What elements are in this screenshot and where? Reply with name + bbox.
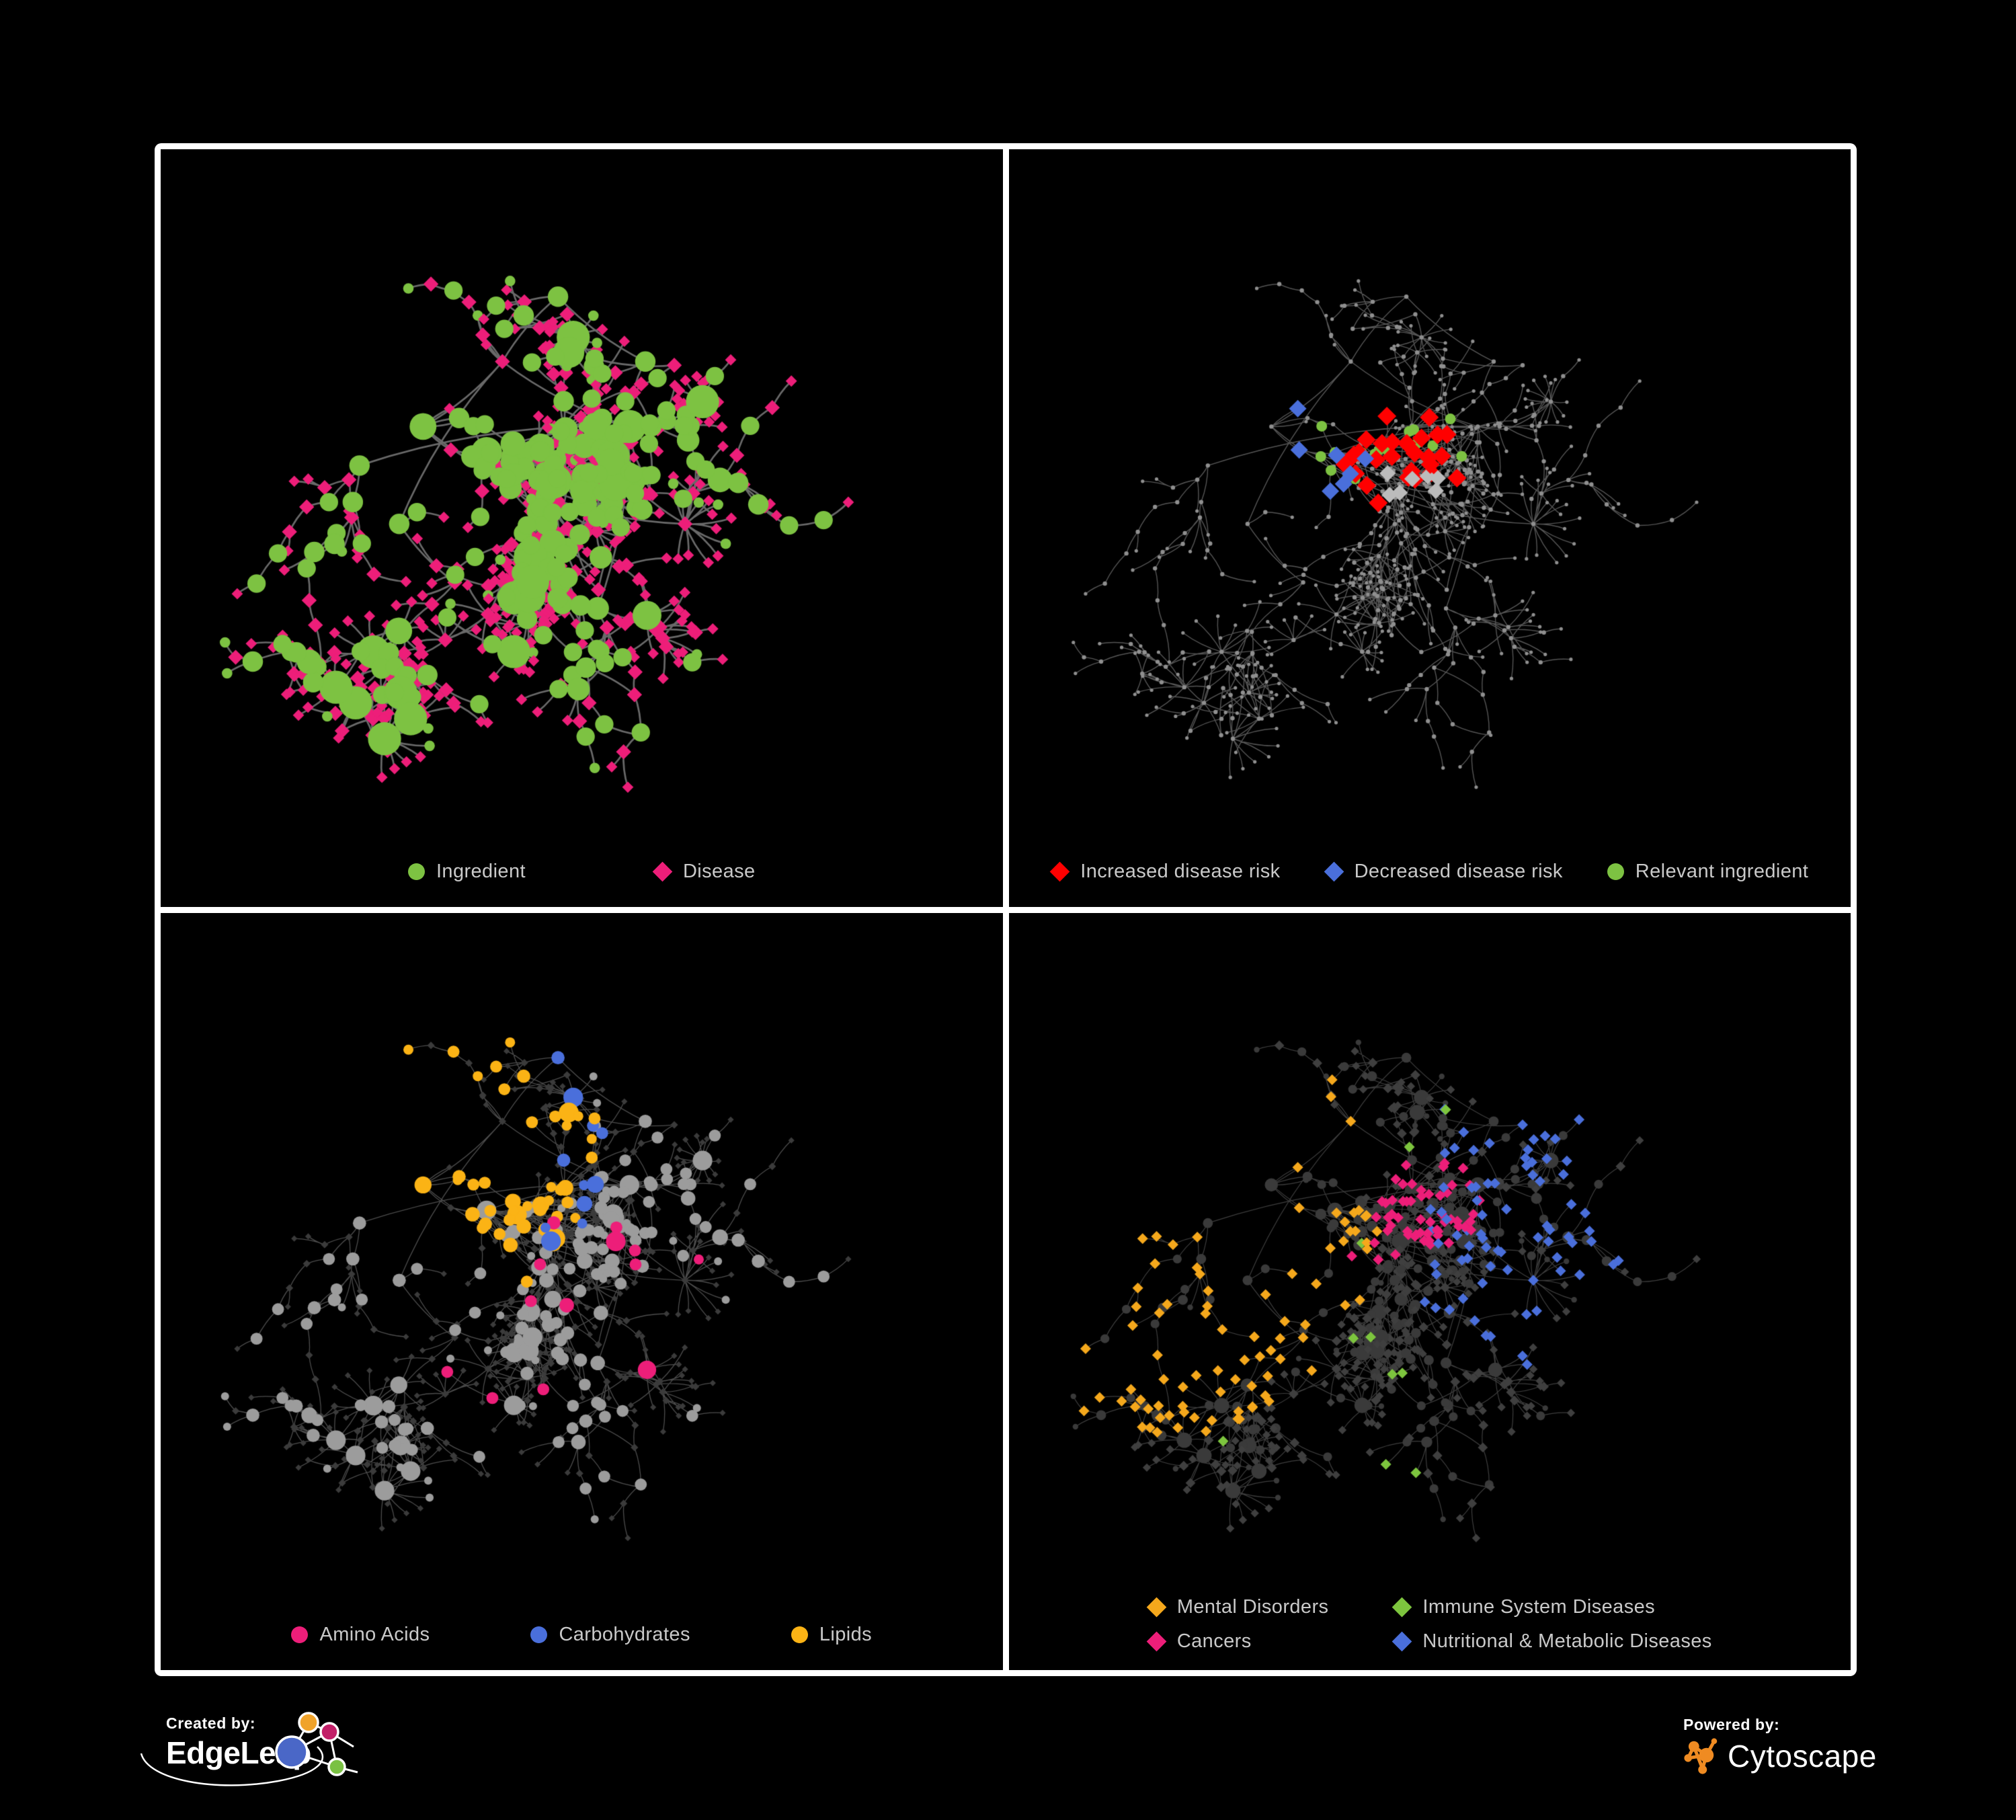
legend-label: Relevant ingredient: [1635, 860, 1809, 882]
immune-system-diseases-diamond-icon: [1392, 1597, 1412, 1618]
legend-item-increased-risk: Increased disease risk: [1049, 860, 1281, 883]
legend-item-nutritional-metabolic-diseases: Nutritional & Metabolic Diseases: [1392, 1630, 1712, 1653]
legend-disease-categories: Mental Disorders Immune System Diseases …: [1009, 1596, 1851, 1653]
carbohydrates-circle-icon: [530, 1626, 548, 1643]
cytoscape-wordmark: Cytoscape: [1728, 1739, 1877, 1774]
panel-ingredient-disease: Ingredient Disease: [161, 149, 1003, 907]
network-graph-nutrient-classes[interactable]: [161, 912, 1003, 1670]
legend-disease-risk: Increased disease risk Decreased disease…: [1009, 861, 1851, 883]
relevant-ingredient-circle-icon: [1607, 863, 1624, 880]
legend-item-amino-acids: Amino Acids: [291, 1624, 430, 1646]
legend-item-decreased-risk: Decreased disease risk: [1324, 860, 1563, 883]
panel-disease-risk: Increased disease risk Decreased disease…: [1008, 149, 1851, 907]
nutritional-metabolic-diseases-diamond-icon: [1392, 1631, 1412, 1652]
powered-by-label: Powered by:: [1683, 1716, 1780, 1733]
panel-disease-categories: Mental Disorders Immune System Diseases …: [1008, 912, 1851, 1670]
legend-label: Carbohydrates: [559, 1624, 690, 1645]
increased-risk-diamond-icon: [1049, 861, 1070, 881]
legend-label: Cancers: [1176, 1630, 1252, 1652]
ingredient-circle-icon: [407, 863, 425, 880]
legend-nutrient-classes: Amino Acids Carbohydrates Lipids: [161, 1624, 1003, 1646]
network-graph-ingredient-disease[interactable]: [161, 149, 1003, 907]
edgeleap-logo-icon: [140, 1712, 358, 1786]
cancers-diamond-icon: [1146, 1631, 1167, 1652]
legend-label: Disease: [682, 860, 756, 882]
legend-label: Immune System Diseases: [1422, 1596, 1656, 1618]
legend-item-immune-system-diseases: Immune System Diseases: [1392, 1596, 1711, 1618]
legend-label: Decreased disease risk: [1354, 860, 1563, 882]
legend-label: Increased disease risk: [1080, 860, 1281, 882]
panel-nutrient-classes: Amino Acids Carbohydrates Lipids: [161, 912, 1003, 1670]
legend-item-lipids: Lipids: [791, 1624, 872, 1646]
legend-label: Ingredient: [436, 860, 526, 882]
legend-item-ingredient: Ingredient: [407, 860, 526, 883]
network-graph-disease-risk[interactable]: [1008, 149, 1851, 907]
legend-ingredient-disease: Ingredient Disease: [161, 861, 1003, 883]
network-graph-disease-categories[interactable]: [1008, 912, 1851, 1670]
legend-item-relevant-ingredient: Relevant ingredient: [1607, 861, 1808, 883]
amino-acids-circle-icon: [291, 1626, 309, 1643]
legend-label: Nutritional & Metabolic Diseases: [1422, 1630, 1712, 1652]
disease-diamond-icon: [652, 861, 673, 881]
legend-label: Mental Disorders: [1176, 1596, 1329, 1618]
legend-item-mental-disorders: Mental Disorders: [1146, 1596, 1329, 1618]
legend-item-cancers: Cancers: [1146, 1630, 1329, 1653]
cytoscape-branding: Powered by: Cytoscape: [1683, 1716, 1877, 1777]
created-by-label: Created by:: [166, 1714, 256, 1732]
legend-label: Lipids: [819, 1624, 873, 1645]
panel-grid: Ingredient Disease Increased disease ris…: [155, 143, 1857, 1676]
lipids-circle-icon: [791, 1626, 808, 1643]
cytoscape-logo-icon: [1684, 1738, 1718, 1774]
mental-disorders-diamond-icon: [1146, 1597, 1167, 1618]
edgeleap-branding: Created by: EdgeLeap: [140, 1712, 542, 1815]
decreased-risk-diamond-icon: [1324, 861, 1344, 881]
legend-item-disease: Disease: [652, 860, 756, 883]
legend-label: Amino Acids: [319, 1624, 430, 1645]
legend-item-carbohydrates: Carbohydrates: [530, 1624, 690, 1646]
